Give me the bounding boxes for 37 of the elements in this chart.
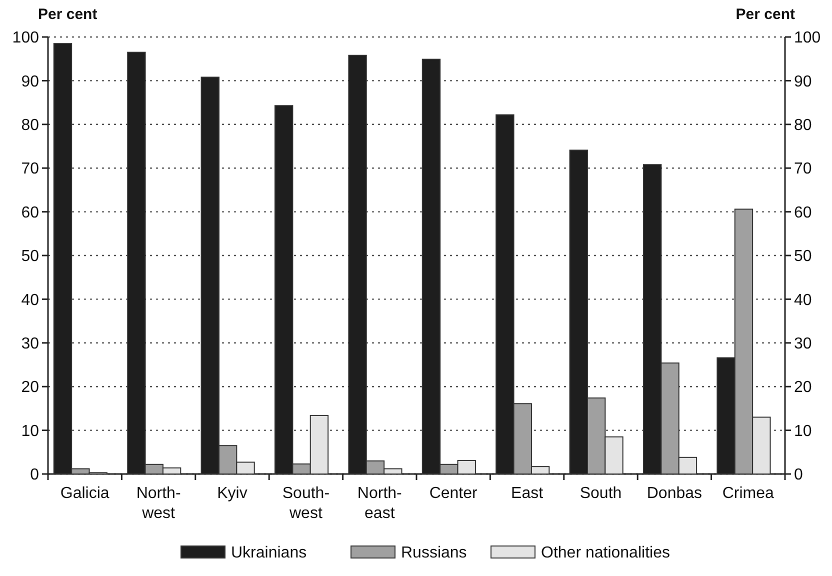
x-tick-label: Donbas — [646, 485, 702, 502]
y2-tick-label: 20 — [794, 379, 812, 396]
y-tick-label: 10 — [21, 422, 40, 440]
y2-tick-label: 90 — [794, 73, 812, 90]
y2-tick-label: 40 — [794, 292, 812, 309]
legend-label: Russians — [401, 544, 467, 562]
x-tick-label: Galicia — [60, 485, 110, 502]
y2-tick-label: 80 — [794, 117, 812, 134]
x-tick-label: Crimea — [722, 485, 774, 502]
y-tick-label: 80 — [21, 117, 40, 134]
y2-tick-label: 30 — [794, 336, 812, 352]
y-tick-label: 100 — [12, 30, 40, 47]
y2-tick-label: 60 — [794, 204, 812, 222]
y-tick-label: 0 — [30, 466, 40, 484]
y-tick-label: 20 — [21, 379, 40, 396]
y-tick-label: 50 — [21, 248, 40, 266]
y-axis-title: Per cent — [38, 6, 98, 23]
y2-tick-label: 100 — [794, 30, 821, 47]
y-tick-label: 30 — [21, 336, 40, 352]
x-tick-label: North-east — [357, 485, 402, 522]
y-tick-label: 90 — [21, 73, 40, 90]
y-tick-label: 40 — [21, 292, 40, 309]
y2-tick-label: 10 — [794, 422, 812, 440]
x-tick-label: East — [511, 485, 544, 502]
legend-label: Other nationalities — [541, 544, 670, 562]
x-tick-label: South — [580, 485, 622, 502]
y2-tick-label: 50 — [794, 248, 812, 266]
x-tick-label: South-west — [282, 485, 330, 522]
x-tick-label: North-west — [136, 485, 181, 522]
y-tick-label: 60 — [21, 204, 40, 222]
y2-tick-label: 70 — [794, 160, 812, 178]
x-tick-label: Kyiv — [217, 485, 248, 502]
legend-label: Ukrainians — [231, 544, 307, 562]
y2-tick-label: 0 — [794, 466, 803, 484]
y-tick-label: 70 — [21, 160, 40, 178]
x-tick-label: Center — [429, 485, 478, 502]
y2-axis-title: Per cent — [736, 6, 795, 23]
